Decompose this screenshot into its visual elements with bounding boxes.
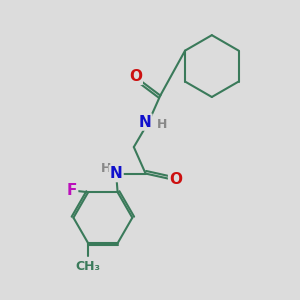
- Text: CH₃: CH₃: [76, 260, 101, 273]
- Text: N: N: [110, 166, 122, 181]
- Text: O: O: [129, 69, 142, 84]
- Text: H: H: [100, 162, 111, 175]
- Text: F: F: [67, 183, 77, 198]
- Text: O: O: [169, 172, 182, 187]
- Text: H: H: [157, 118, 167, 131]
- Text: N: N: [139, 115, 152, 130]
